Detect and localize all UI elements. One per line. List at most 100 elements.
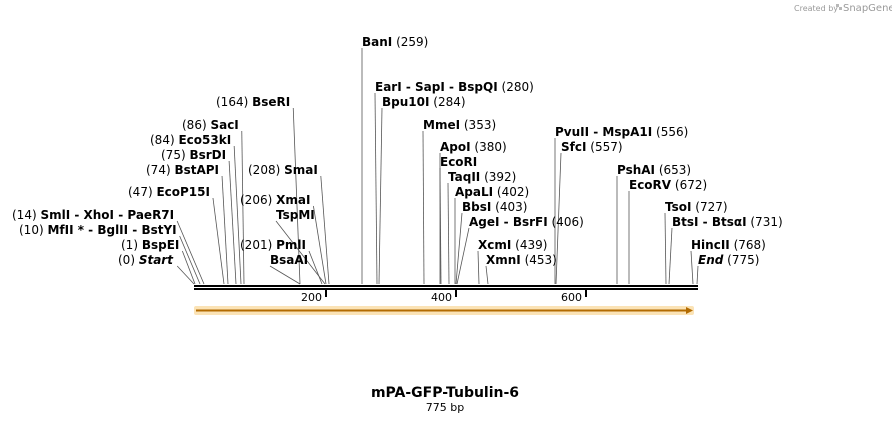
enzyme-name: XmnI	[486, 253, 521, 267]
enzyme-name: ApoI	[440, 140, 471, 154]
cut-line	[308, 250, 323, 285]
cut-line	[313, 205, 327, 285]
cut-line	[292, 107, 301, 285]
cut-line	[233, 145, 242, 285]
sequence-backbone	[194, 285, 698, 290]
site-position: (392)	[480, 170, 516, 184]
site-label: EcoRV (672)	[629, 178, 707, 192]
enzyme-name: SmaI	[284, 163, 318, 177]
cut-line	[320, 175, 330, 285]
ruler-tick-label: 400	[431, 291, 452, 304]
enzyme-name: XcmI	[478, 238, 511, 252]
cut-line	[485, 265, 489, 285]
map-title: mPA-GFP-Tubulin-6	[371, 385, 519, 401]
site-labels: BanI (259) EarI - SapI - BspQI (280) Bpu10…	[12, 35, 783, 267]
site-position: (556)	[652, 125, 688, 139]
cut-line	[378, 107, 383, 285]
site-position: (259)	[392, 35, 428, 49]
snapgene-credit: Created by SnapGene	[794, 3, 892, 14]
site-label: (0) Start	[118, 253, 174, 267]
site-label: (208) SmaI	[248, 163, 318, 177]
cut-line	[455, 212, 463, 285]
cut-line	[269, 265, 301, 285]
enzyme-name: MmeI	[423, 118, 460, 132]
cut-line	[456, 227, 470, 285]
cut-line	[241, 130, 245, 285]
enzyme-name: EarI - SapI - BspQI	[375, 80, 498, 94]
site-label: BtsI - BtsαI (731)	[672, 215, 783, 229]
site-position: (284)	[429, 95, 465, 109]
enzyme-name: Bpu10I	[382, 95, 429, 109]
site-label: (14) SmlI - XhoI - PaeR7I	[12, 208, 174, 222]
enzyme-name: BseRI	[252, 95, 290, 109]
cut-lines	[176, 48, 699, 285]
cut-line	[228, 160, 237, 285]
site-label: MmeI (353)	[423, 118, 496, 132]
site-label: (1) BspEI	[121, 238, 179, 252]
site-label: SfcI (557)	[561, 140, 623, 154]
feature-track	[194, 306, 694, 315]
site-label: (84) Eco53kI	[150, 133, 231, 147]
enzyme-name: TspMI	[276, 208, 315, 222]
site-position: (453)	[521, 253, 557, 267]
enzyme-name: BanI	[362, 35, 392, 49]
site-position: (14)	[12, 208, 40, 222]
feature-arrowhead-icon	[686, 307, 693, 314]
site-label: (47) EcoP15I	[128, 185, 210, 199]
cut-line	[668, 227, 673, 285]
enzyme-name: BtsI - BtsαI	[672, 215, 747, 229]
enzyme-name: BsrDI	[189, 148, 226, 162]
site-label: EcoRI	[440, 155, 477, 169]
cut-line	[696, 265, 699, 285]
site-position: (206)	[240, 193, 276, 207]
site-position: (280)	[498, 80, 534, 94]
site-label: (75) BsrDI	[161, 148, 226, 162]
snapgene-logo-icon	[836, 4, 842, 10]
backbone-bottom-strand	[194, 288, 698, 290]
site-label: (201) PmlI	[240, 238, 306, 252]
site-label: PshAI (653)	[617, 163, 691, 177]
cut-line	[275, 220, 326, 285]
enzyme-name: BsaAI	[270, 253, 308, 267]
site-position: (1)	[121, 238, 142, 252]
cut-line	[477, 250, 480, 285]
site-label: BsaAI	[270, 253, 308, 267]
cut-line	[212, 197, 225, 285]
enzyme-name: PvuII - MspA1I	[555, 125, 652, 139]
enzyme-name: ApaLI	[455, 185, 493, 199]
cut-line	[690, 250, 694, 285]
cut-line	[221, 175, 229, 285]
site-label: HincII (768)	[691, 238, 766, 252]
cut-line	[439, 167, 442, 285]
site-position: (208)	[248, 163, 284, 177]
enzyme-name: Eco53kI	[178, 133, 231, 147]
cut-line	[447, 182, 450, 285]
site-label: ApaLI (402)	[455, 185, 529, 199]
site-position: (75)	[161, 148, 189, 162]
site-position: (380)	[471, 140, 507, 154]
site-position: (74)	[146, 163, 174, 177]
site-position: (10)	[19, 223, 47, 237]
cut-line	[374, 92, 378, 285]
site-position: (406)	[548, 215, 584, 229]
enzyme-name: AgeI - BsrFI	[469, 215, 548, 229]
site-label: (10) MfII * - BglII - BstYI	[19, 223, 177, 237]
site-label: (74) BstAPI	[146, 163, 219, 177]
cut-line	[664, 212, 667, 285]
site-position: (403)	[491, 200, 527, 214]
site-label: BanI (259)	[362, 35, 428, 49]
enzyme-name: EcoRI	[440, 155, 477, 169]
enzyme-name: End	[698, 253, 724, 267]
site-position: (653)	[655, 163, 691, 177]
site-position: (0)	[118, 253, 139, 267]
enzyme-name: EcoRV	[629, 178, 672, 192]
cut-line	[181, 250, 196, 285]
ruler-tick-label: 200	[301, 291, 322, 304]
enzyme-name: PmlI	[276, 238, 306, 252]
site-label: (164) BseRI	[216, 95, 290, 109]
enzyme-name: BstAPI	[174, 163, 219, 177]
enzyme-name: SfcI	[561, 140, 586, 154]
site-position: (353)	[460, 118, 496, 132]
enzyme-name: Start	[139, 253, 174, 267]
